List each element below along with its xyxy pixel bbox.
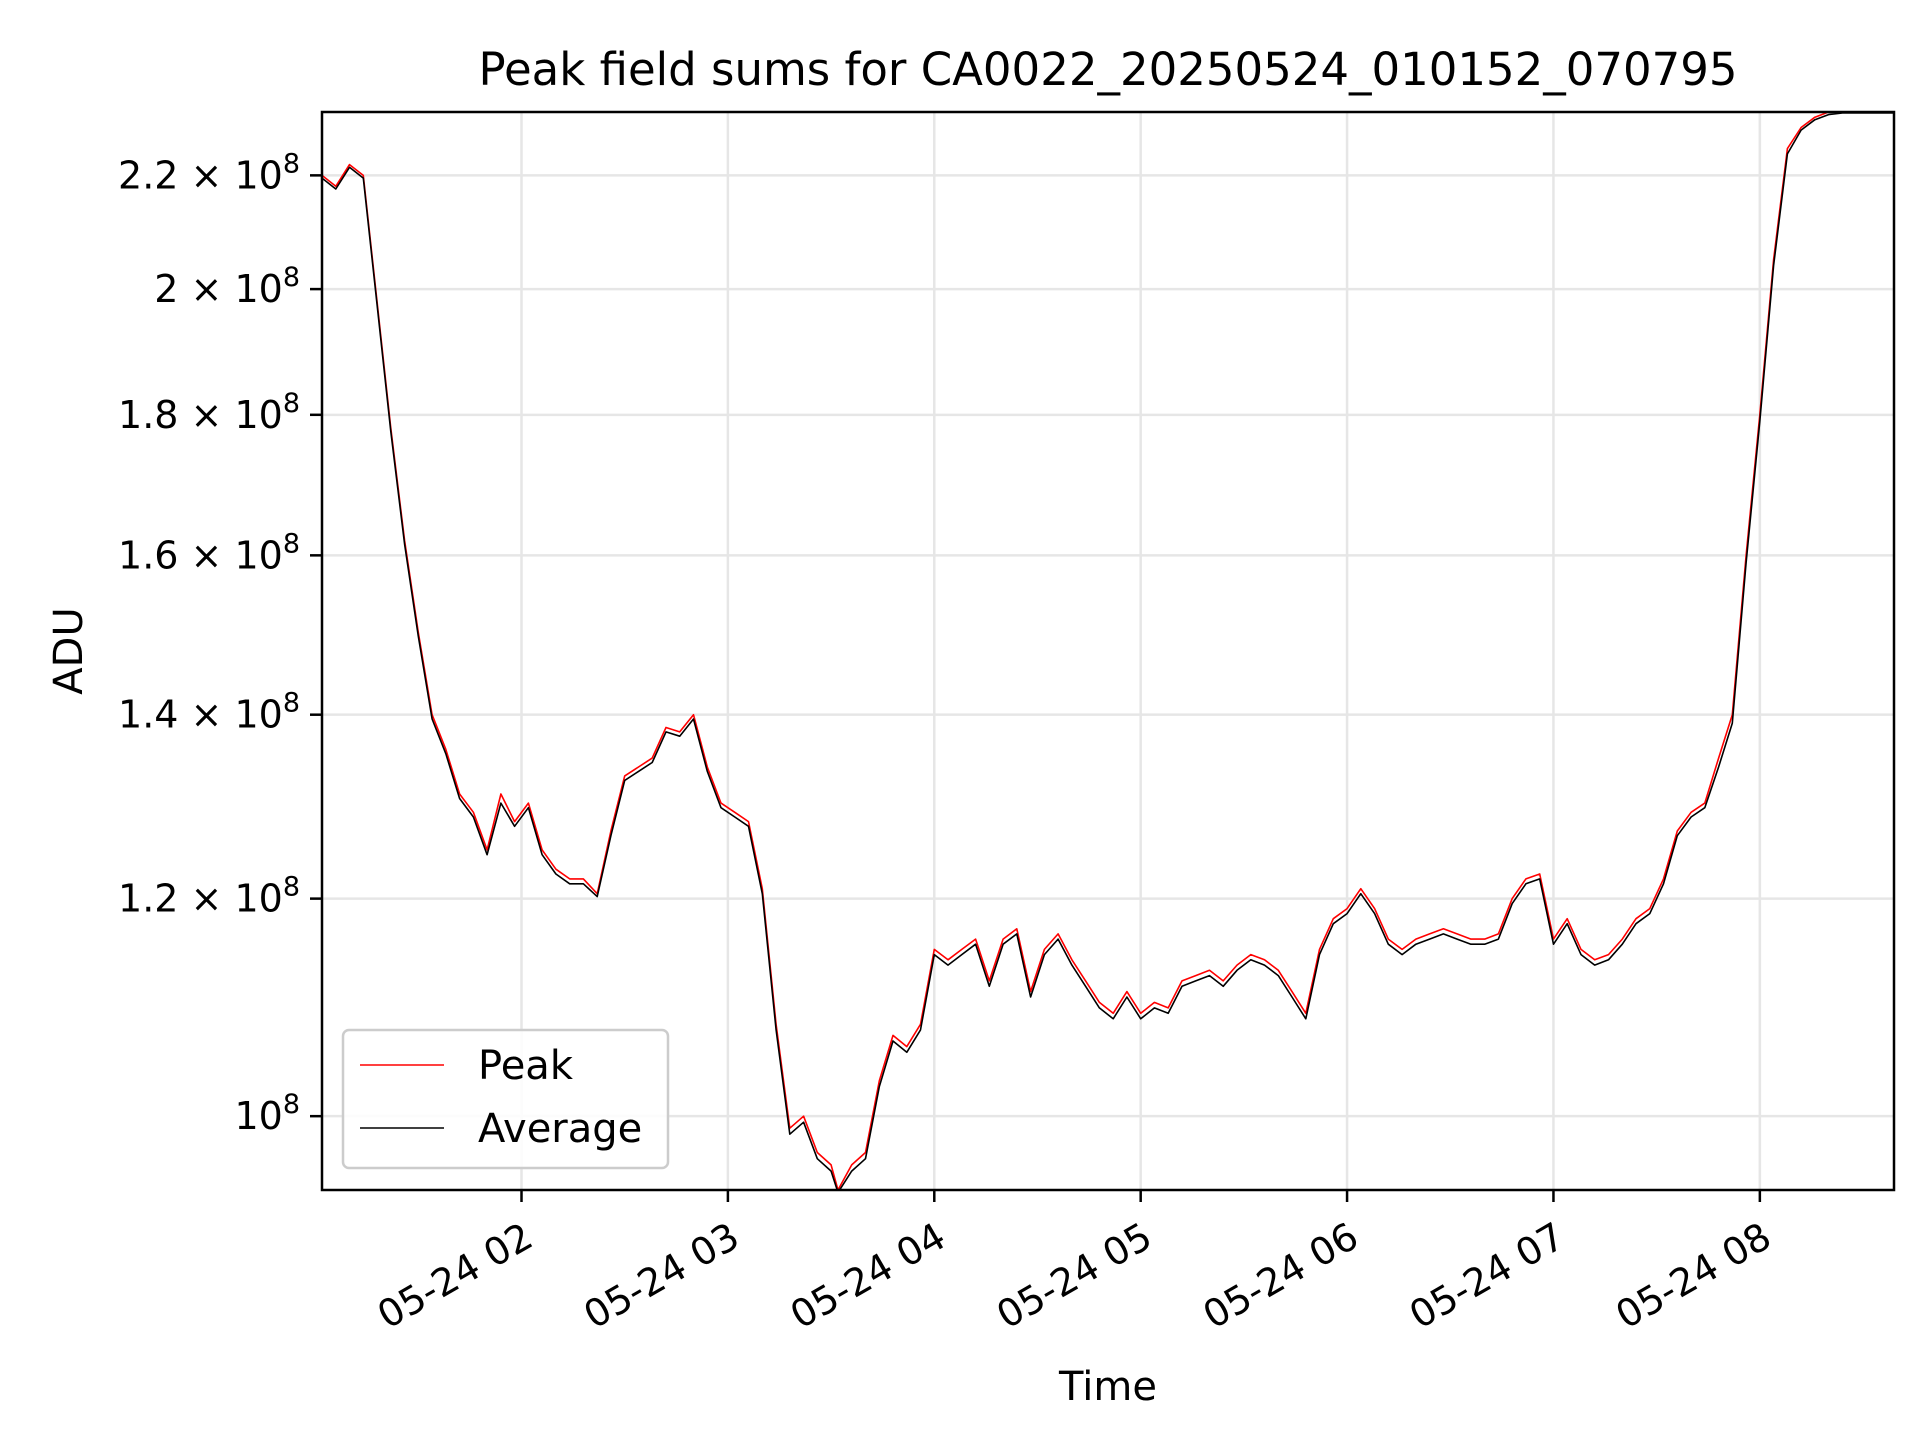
y-tick-exponent: 8 bbox=[283, 1089, 300, 1120]
y-axis-label: ADU bbox=[46, 607, 92, 694]
legend-label-peak: Peak bbox=[478, 1043, 574, 1089]
y-tick-exponent: 8 bbox=[283, 388, 300, 419]
x-axis-label: Time bbox=[1058, 1364, 1157, 1410]
y-tick-exponent: 8 bbox=[283, 528, 300, 559]
y-tick-exponent: 8 bbox=[283, 688, 300, 719]
x-tick-label: 05-24 06 bbox=[1196, 1214, 1366, 1338]
series-line-peak bbox=[322, 112, 1894, 1190]
plot-frame bbox=[320, 110, 1896, 1192]
y-tick-mantissa: 2 × 10 bbox=[154, 267, 283, 311]
y-tick-exponent: 8 bbox=[283, 872, 300, 903]
y-tick-mantissa: 10 bbox=[234, 1094, 282, 1138]
legend: Peak Average bbox=[341, 1028, 670, 1170]
y-tick-exponent: 8 bbox=[283, 262, 300, 293]
x-tick-label: 05-24 04 bbox=[783, 1214, 953, 1338]
x-axis: 05-24 02 05-24 03 05-24 04 05-24 05 05-24 06… bbox=[370, 1190, 1778, 1337]
y-tick-label: 1.6 × 108 bbox=[118, 528, 300, 577]
y-tick-mantissa: 1.2 × 10 bbox=[118, 877, 283, 921]
x-tick-label: 05-24 08 bbox=[1608, 1214, 1778, 1338]
legend-label-average: Average bbox=[478, 1106, 642, 1152]
series-line-average bbox=[322, 112, 1894, 1190]
x-tick-label: 05-24 02 bbox=[370, 1214, 540, 1338]
y-tick-label: 2.2 × 108 bbox=[118, 148, 300, 197]
y-tick-exponent: 8 bbox=[283, 148, 300, 179]
y-tick-mantissa: 1.6 × 10 bbox=[118, 533, 283, 577]
y-tick-label: 1.8 × 108 bbox=[118, 388, 300, 437]
chart-title: Peak field sums for CA0022_20250524_0101… bbox=[478, 43, 1737, 96]
x-tick-label: 05-24 03 bbox=[576, 1214, 746, 1338]
y-tick-label: 108 bbox=[234, 1089, 300, 1138]
x-tick-label: 05-24 07 bbox=[1402, 1214, 1572, 1338]
y-tick-label: 2 × 108 bbox=[154, 262, 300, 311]
grid bbox=[322, 112, 1894, 1190]
series-layer bbox=[322, 112, 1894, 1190]
y-tick-label: 1.2 × 108 bbox=[118, 872, 300, 921]
y-tick-label: 1.4 × 108 bbox=[118, 688, 300, 737]
y-tick-mantissa: 2.2 × 10 bbox=[118, 153, 283, 197]
y-tick-mantissa: 1.4 × 10 bbox=[118, 693, 283, 737]
x-tick-label: 05-24 05 bbox=[989, 1214, 1159, 1338]
y-tick-mantissa: 1.8 × 10 bbox=[118, 393, 283, 437]
